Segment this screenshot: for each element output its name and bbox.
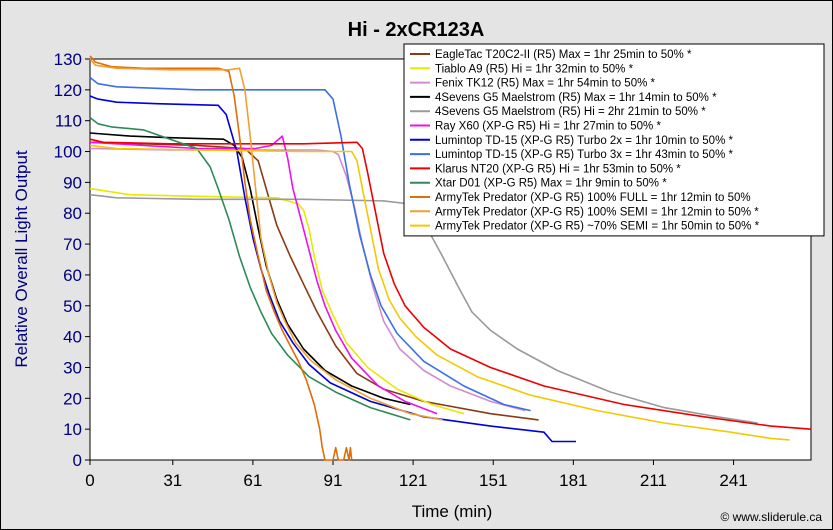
y-tick-label: 90 xyxy=(63,173,82,192)
series-line-7 xyxy=(89,76,531,412)
y-tick-label: 0 xyxy=(73,451,82,470)
x-tick-label: 181 xyxy=(559,471,587,490)
x-tick-label: 61 xyxy=(243,471,262,490)
y-tick-label: 30 xyxy=(63,358,82,377)
y-tick-label: 120 xyxy=(54,81,82,100)
series-line-1 xyxy=(89,187,465,415)
y-tick-label: 40 xyxy=(63,328,82,347)
legend-item-label: ArmyTek Predator (XP-G R5) ~70% SEMI = 1… xyxy=(435,221,760,233)
legend-item-label: Xtar D01 (XP-G R5) Max = 1hr 9min to 50%… xyxy=(435,178,667,190)
y-tick-label: 130 xyxy=(54,50,82,69)
y-tick-label: 80 xyxy=(63,204,82,223)
series-line-4 xyxy=(89,193,758,424)
y-tick-label: 20 xyxy=(63,389,82,408)
legend-item-label: Tiablo A9 (R5) Hi = 1hr 32min to 50% * xyxy=(435,63,634,75)
y-tick-label: 110 xyxy=(55,112,82,131)
legend-item-label: Klarus NT20 (XP-G R5) Hi = 1hr 53min to … xyxy=(435,163,681,175)
series-line-9 xyxy=(89,116,411,421)
x-axis-label: Time (min) xyxy=(412,502,493,521)
legend-item-label: ArmyTek Predator (XP-G R5) 100% SEMI = 1… xyxy=(435,206,759,218)
legend: EagleTac T20C2-II (R5) Max = 1hr 25min t… xyxy=(403,43,825,237)
y-tick-label: 10 xyxy=(63,420,82,439)
x-tick-label: 91 xyxy=(324,471,343,490)
x-tick-label: 241 xyxy=(719,471,747,490)
legend-item-label: Lumintop TD-15 (XP-G R5) Turbo 2x = 1hr … xyxy=(435,135,733,147)
series-line-6 xyxy=(89,95,576,443)
y-axis: 0 10 20 30 40 50 60 70 80 90 100 110 120 130 xyxy=(54,50,90,470)
y-tick-label: 50 xyxy=(63,297,82,316)
y-tick-label: 70 xyxy=(63,235,82,254)
credit-text: © www.sliderule.ca xyxy=(720,510,822,524)
x-tick-label: 0 xyxy=(85,471,94,490)
legend-item-label: EagleTac T20C2-II (R5) Max = 1hr 25min t… xyxy=(435,49,692,61)
y-tick-label: 100 xyxy=(54,143,82,162)
legend-item-label: Fenix TK12 (R5) Max = 1hr 54min to 50% * xyxy=(435,78,656,90)
x-tick-label: 151 xyxy=(479,471,507,490)
series-lines xyxy=(89,55,812,461)
y-axis-label: Relative Overall Light Output xyxy=(12,150,31,368)
legend-item-label: Ray X60 (XP-G R5) Hi = 1hr 27min to 50% … xyxy=(435,121,661,133)
series-line-8 xyxy=(89,138,812,430)
y-tick-label: 60 xyxy=(63,266,82,285)
legend-box xyxy=(403,43,825,237)
x-axis: 0 31 61 91 121 151 181 211 241 xyxy=(85,460,748,490)
legend-item-label: 4Sevens G5 Maelstrom (R5) Hi = 2hr 21min… xyxy=(435,106,706,118)
series-line-0 xyxy=(89,141,539,421)
series-line-12 xyxy=(89,144,790,441)
legend-item-label: ArmyTek Predator (XP-G R5) 100% FULL = 1… xyxy=(435,192,751,204)
series-line-11 xyxy=(89,58,443,421)
x-tick-label: 31 xyxy=(163,471,182,490)
x-tick-label: 121 xyxy=(399,471,427,490)
legend-item-label: Lumintop TD-15 (XP-G R5) Turbo 3x = 1hr … xyxy=(435,149,733,161)
x-tick-label: 211 xyxy=(640,471,667,490)
legend-item-label: 4Sevens G5 Maelstrom (R5) Max = 1hr 14mi… xyxy=(435,92,717,104)
chart-title: Hi - 2xCR123A xyxy=(348,19,485,41)
